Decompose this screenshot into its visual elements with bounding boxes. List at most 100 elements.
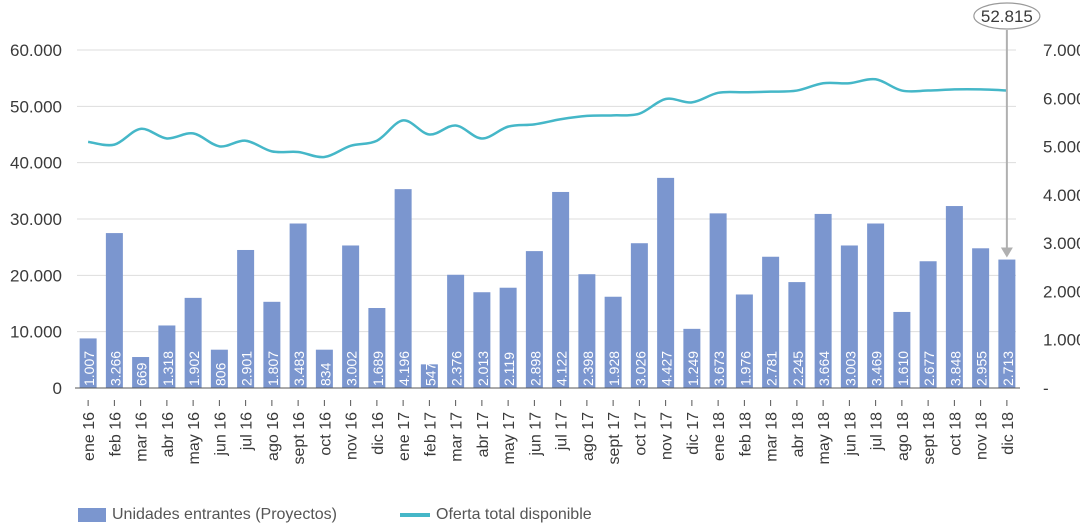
- legend: Unidades entrantes (Proyectos) Oferta to…: [0, 506, 1080, 530]
- y-left-tick-label: 60.000: [10, 41, 62, 60]
- x-tick-label: oct 16: [317, 412, 334, 456]
- bar: [972, 248, 990, 388]
- y-left-tick-label: 40.000: [10, 154, 62, 173]
- y-right-tick-label: 1.000: [1043, 331, 1080, 350]
- bar: [132, 357, 150, 388]
- x-tick-label: may 18: [816, 412, 833, 465]
- x-tick-label: ago 16: [265, 412, 282, 461]
- bar: [499, 287, 517, 388]
- x-tick-label: feb 17: [422, 412, 439, 457]
- bar: [604, 296, 622, 388]
- callout-value: 52.815: [981, 7, 1033, 26]
- y-right-tick-label: 6.000: [1043, 89, 1080, 108]
- x-tick-label: abr 16: [160, 412, 177, 457]
- bar-data-label: 1.689: [370, 351, 386, 386]
- bar-data-label: 3.469: [869, 351, 885, 386]
- y-right-tick-label: 2.000: [1043, 282, 1080, 301]
- y-left-tick-label: 10.000: [10, 323, 62, 342]
- line-series-path: [87, 77, 1007, 159]
- bar-data-label: 2.245: [790, 351, 806, 386]
- bar: [814, 213, 832, 388]
- bar: [735, 294, 753, 388]
- bars-series: 1.007 3.266 669 1.318 1.902 806 2.901 1.807 3.48…: [79, 177, 1016, 388]
- x-tick-label: mar 16: [134, 412, 151, 462]
- x-tick-label: jun 18: [842, 412, 859, 457]
- y-right-tick-label: 7.000: [1043, 41, 1080, 60]
- callout-arrow-head: [1000, 247, 1013, 258]
- bar: [578, 274, 596, 388]
- bar: [709, 213, 727, 388]
- bar: [289, 223, 307, 388]
- bar-data-label: 3.673: [711, 351, 727, 386]
- y-left-tick-label: 50.000: [10, 97, 62, 116]
- bar-data-label: 1.807: [265, 351, 281, 386]
- bar: [79, 338, 97, 388]
- bar-data-label: 3.848: [947, 351, 963, 386]
- combo-chart: 0 10.000 20.000 30.000 40.000 50.000 60.000 - 1…: [10, 2, 1080, 465]
- x-tick-label: abr 17: [475, 412, 492, 457]
- y-right-tick-label: -: [1043, 379, 1049, 398]
- bar: [342, 245, 360, 388]
- x-tick-label: may 17: [501, 412, 518, 465]
- y-right-tick-label: 4.000: [1043, 186, 1080, 205]
- bar-data-label: 1.249: [685, 351, 701, 386]
- x-tick-label: dic 16: [370, 412, 387, 455]
- x-tick-label: ene 16: [81, 412, 98, 461]
- bar: [945, 206, 963, 388]
- legend-label-bars: Unidades entrantes (Proyectos): [112, 506, 337, 523]
- bar: [762, 256, 780, 388]
- x-tick-label: mar 18: [764, 412, 781, 462]
- bar-data-label: 4.427: [659, 351, 675, 386]
- bar: [840, 245, 858, 388]
- x-axis: ene 16 feb 16 mar 16 abr 16 may 16 jun 16 jul …: [75, 387, 1020, 465]
- bar: [394, 189, 412, 388]
- x-tick-label: jun 16: [212, 412, 229, 457]
- bar: [998, 259, 1016, 388]
- bar: [657, 177, 675, 388]
- bar-data-label: 4.196: [396, 351, 412, 386]
- legend-line-swatch: [400, 513, 430, 517]
- bar: [552, 191, 570, 388]
- bar: [683, 328, 701, 388]
- bar: [420, 364, 438, 388]
- legend-item-bars: Unidades entrantes (Proyectos): [78, 506, 337, 524]
- y-left-tick-label: 0: [53, 379, 62, 398]
- bar-data-label: 3.002: [344, 351, 360, 386]
- bar: [473, 292, 491, 388]
- x-tick-label: abr 18: [790, 412, 807, 457]
- x-tick-label: jul 18: [869, 412, 886, 451]
- bar: [158, 325, 176, 388]
- bar-data-label: 3.026: [632, 351, 648, 386]
- bar-data-label: 834: [317, 362, 333, 386]
- y-right-tick-label: 3.000: [1043, 234, 1080, 253]
- bar-data-label: 1.007: [81, 351, 97, 386]
- bar-data-label: 2.398: [580, 351, 596, 386]
- bar: [263, 301, 281, 388]
- legend-item-line: Oferta total disponible: [400, 506, 592, 524]
- bar-data-label: 2.713: [1000, 351, 1016, 386]
- x-tick-label: jul 17: [554, 412, 571, 451]
- bar: [368, 308, 386, 388]
- x-tick-label: nov 18: [974, 412, 991, 460]
- x-tick-label: ene 17: [396, 412, 413, 461]
- bar-data-label: 3.483: [291, 351, 307, 386]
- bar: [210, 349, 228, 388]
- x-tick-label: oct 18: [947, 412, 964, 456]
- bar-data-label: 2.898: [527, 351, 543, 386]
- bar-data-label: 2.376: [449, 351, 465, 386]
- x-tick-label: jun 17: [527, 412, 544, 457]
- x-tick-label: ene 18: [711, 412, 728, 461]
- bar-data-label: 547: [422, 362, 438, 386]
- grid-lines: [77, 49, 1016, 333]
- x-tick-label: may 16: [186, 412, 203, 465]
- bar-data-label: 2.781: [764, 351, 780, 386]
- right-y-axis: - 1.000 2.000 3.000 4.000 5.000 6.000 7.000: [1043, 41, 1080, 398]
- x-tick-label: sept 18: [921, 412, 938, 465]
- x-tick-label: nov 17: [659, 412, 676, 460]
- bar: [893, 311, 911, 388]
- bar: [315, 349, 333, 388]
- bar: [105, 233, 123, 388]
- x-tick-label: nov 16: [344, 412, 361, 460]
- bar: [630, 243, 648, 388]
